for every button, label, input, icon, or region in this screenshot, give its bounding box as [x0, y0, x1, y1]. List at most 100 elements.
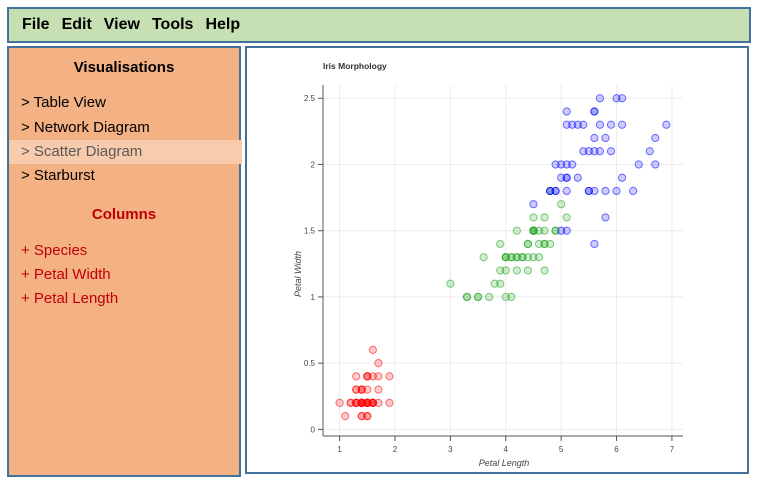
x-tick-label: 7 — [670, 445, 675, 454]
data-point — [501, 292, 510, 302]
data-point — [368, 345, 377, 355]
vis-item-starburst[interactable]: > Starburst — [21, 167, 95, 184]
data-point — [562, 120, 571, 129]
data-point — [645, 147, 654, 156]
data-point — [557, 226, 566, 235]
y-tick-label: 1.5 — [304, 227, 316, 236]
data-point — [579, 147, 588, 156]
menu-help[interactable]: Help — [205, 16, 241, 33]
data-point — [523, 253, 533, 262]
x-axis-label: Petal Length — [479, 458, 530, 468]
data-point — [557, 173, 566, 182]
vis-item-scatter-diagram[interactable]: > Scatter Diagram — [9, 140, 242, 164]
menu-view[interactable]: View — [103, 16, 140, 33]
data-point — [374, 398, 383, 407]
data-point — [363, 398, 372, 407]
data-point — [534, 239, 544, 249]
data-point — [573, 173, 582, 182]
data-point — [346, 398, 355, 407]
data-point — [496, 239, 505, 249]
column-item-petal-width[interactable]: + Petal Width — [21, 266, 111, 283]
data-point — [551, 160, 560, 169]
menu-bar: File Edit View Tools Help — [7, 7, 751, 43]
data-point — [485, 292, 494, 302]
data-point — [352, 372, 361, 381]
y-tick-label: 2.5 — [304, 94, 316, 103]
data-point — [512, 266, 521, 275]
data-point — [385, 372, 394, 381]
chart-title: Iris Morphology — [323, 61, 387, 71]
data-point — [357, 385, 366, 394]
data-point — [617, 120, 627, 129]
data-point — [629, 186, 638, 196]
column-item-species[interactable]: + Species — [21, 242, 88, 259]
data-point — [341, 412, 350, 421]
data-point — [518, 253, 527, 262]
vis-item-table-view[interactable]: > Table View — [21, 94, 106, 111]
data-point — [651, 133, 660, 143]
data-point — [590, 133, 599, 143]
chart-grid — [323, 85, 683, 436]
data-point — [479, 253, 488, 262]
data-point — [562, 107, 571, 116]
data-point — [507, 292, 516, 302]
data-point — [568, 160, 577, 169]
data-point — [617, 173, 627, 182]
data-point — [507, 253, 516, 262]
data-point — [374, 359, 383, 368]
data-point — [540, 213, 549, 222]
scatter-chart: Iris Morphology 1 2 3 4 5 6 7 0 0.5 1 1.5 2 2.5 Peta… — [293, 61, 683, 468]
data-point — [523, 239, 533, 249]
data-point — [352, 398, 361, 407]
column-item-petal-length[interactable]: + Petal Length — [21, 290, 119, 307]
data-point — [551, 226, 560, 235]
data-point — [662, 120, 671, 129]
data-point — [562, 186, 571, 196]
columns-heading: Columns — [91, 206, 157, 223]
data-point — [590, 107, 599, 116]
data-point — [562, 173, 571, 182]
vis-item-network-diagram[interactable]: > Network Diagram — [21, 119, 150, 136]
data-point — [473, 292, 483, 302]
data-point — [368, 398, 377, 407]
data-point — [612, 94, 621, 103]
data-point — [545, 239, 555, 249]
data-point — [540, 226, 549, 235]
chart-panel: Iris Morphology 1 2 3 4 5 6 7 0 0.5 1 1.5 2 2.5 Peta… — [245, 46, 749, 474]
data-point — [529, 253, 538, 262]
data-point — [590, 239, 599, 249]
menu-file[interactable]: File — [22, 16, 50, 33]
data-point — [512, 253, 521, 262]
data-point — [595, 147, 605, 156]
data-point — [606, 120, 616, 129]
y-tick-label: 1 — [311, 293, 316, 302]
data-point — [601, 213, 610, 222]
visualisations-heading: Visualisations — [73, 59, 175, 76]
menu-edit[interactable]: Edit — [61, 16, 92, 33]
data-point — [595, 120, 605, 129]
data-point — [512, 226, 521, 235]
data-point — [529, 213, 538, 222]
data-point — [523, 266, 533, 275]
x-tick-label: 6 — [614, 445, 619, 454]
data-point — [557, 160, 566, 169]
menu-tools[interactable]: Tools — [151, 16, 194, 33]
data-point — [363, 385, 372, 394]
data-point — [385, 398, 394, 407]
x-tick-label: 4 — [504, 445, 509, 454]
x-tick-label: 2 — [393, 445, 398, 454]
data-point — [584, 186, 593, 196]
data-point — [446, 279, 455, 288]
chart-ticks: 1 2 3 4 5 6 7 0 0.5 1 1.5 2 2.5 — [304, 94, 675, 454]
y-tick-label: 2 — [311, 160, 316, 169]
data-point — [579, 120, 588, 129]
data-point — [557, 200, 566, 209]
data-point — [601, 133, 610, 143]
sidebar: Visualisations > Table View > Network Di… — [7, 46, 242, 477]
chart-axes — [322, 85, 683, 437]
data-point — [617, 94, 627, 103]
data-point — [573, 120, 582, 129]
data-point — [462, 292, 472, 302]
data-point — [606, 147, 616, 156]
data-point — [545, 186, 555, 196]
